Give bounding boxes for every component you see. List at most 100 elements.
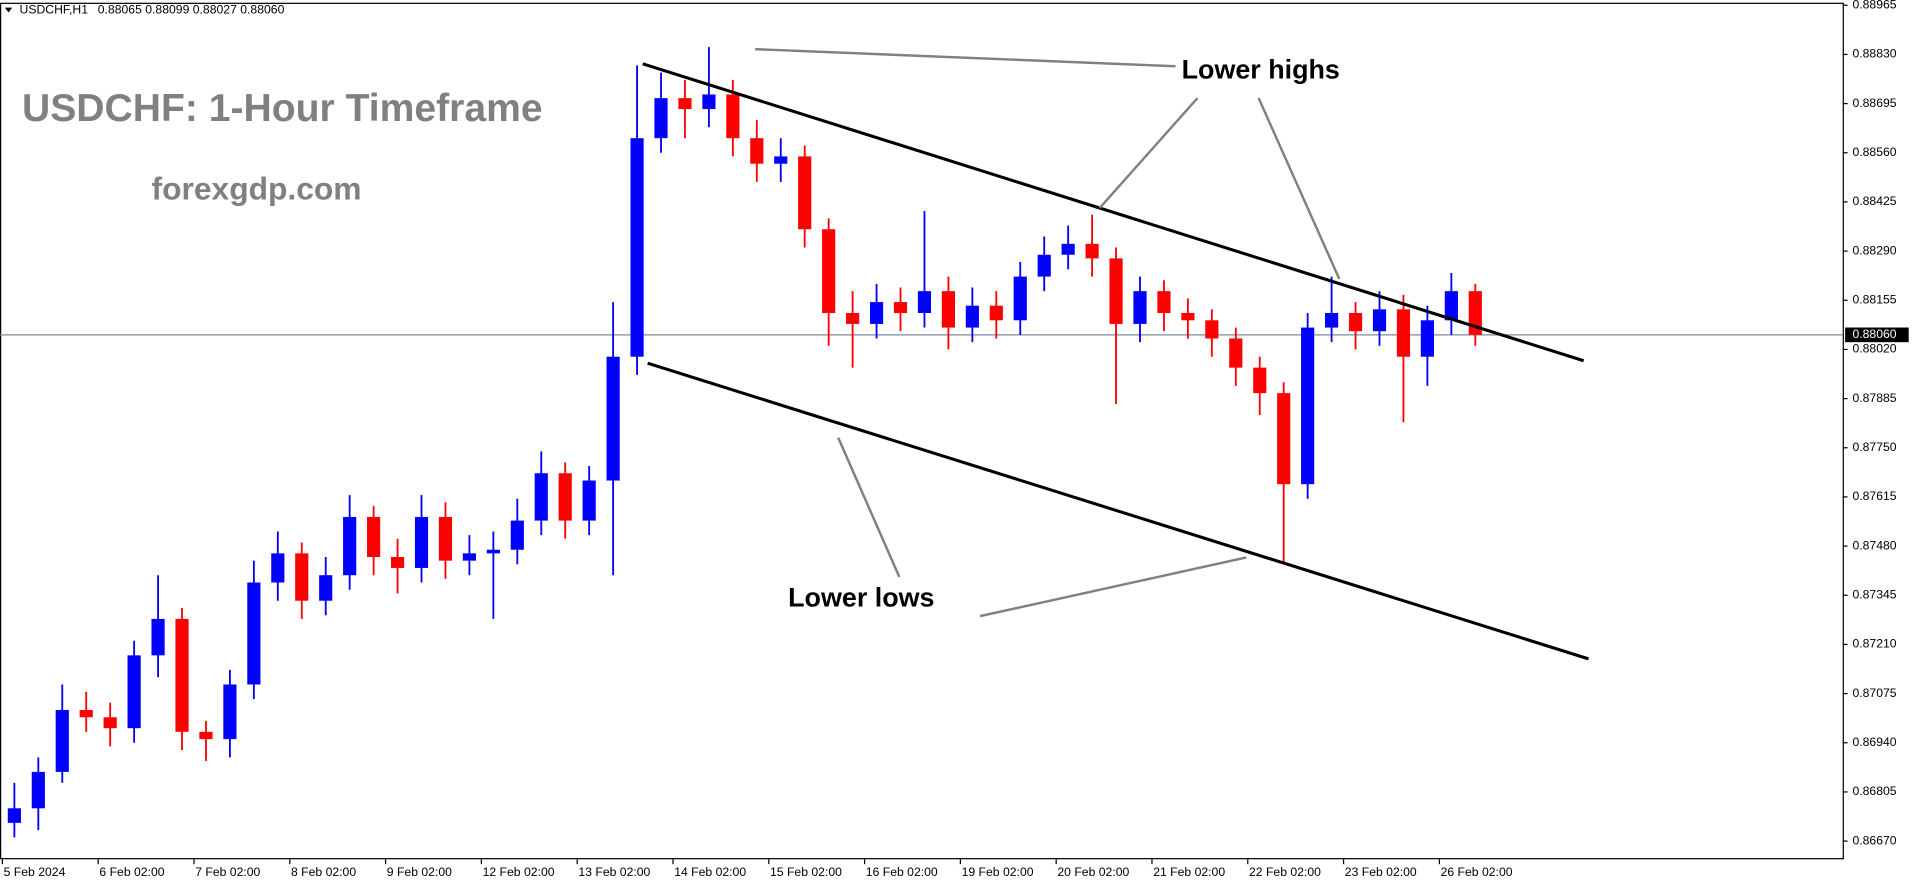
- candle-body: [534, 473, 548, 521]
- y-tick-label: 0.88965: [1852, 0, 1896, 11]
- pointer: [1257, 97, 1341, 280]
- candle-body: [917, 291, 932, 314]
- candle-body: [822, 229, 836, 314]
- x-tick-label: 21 Feb 02:00: [1153, 865, 1225, 879]
- pointer: [755, 47, 1176, 68]
- candle-body: [1157, 291, 1171, 314]
- y-tick-label: 0.87750: [1852, 440, 1896, 454]
- annotation: Lower lows: [788, 582, 934, 612]
- x-tick-label: 16 Feb 02:00: [866, 865, 938, 879]
- x-tick-label: 26 Feb 02:00: [1441, 865, 1513, 879]
- x-tick-label: 14 Feb 02:00: [674, 865, 746, 879]
- candle-body: [127, 655, 141, 729]
- candle-body: [1181, 313, 1195, 321]
- y-tick-label: 0.88020: [1852, 342, 1896, 356]
- subtitle: forexgdp.com: [152, 170, 362, 206]
- candle-body: [367, 516, 381, 558]
- candle-body: [1301, 327, 1315, 485]
- y-tick-label: 0.87210: [1852, 637, 1896, 651]
- candle-body: [702, 94, 716, 110]
- candle-body: [438, 516, 453, 561]
- y-tick-label: 0.88290: [1852, 243, 1896, 257]
- candle-body: [462, 553, 476, 561]
- candle-body: [1061, 243, 1075, 255]
- candle-body: [510, 520, 524, 550]
- candle-body: [271, 553, 285, 583]
- y-tick-label: 0.86670: [1852, 833, 1896, 847]
- candle-body: [414, 516, 429, 568]
- pointer: [1098, 97, 1199, 209]
- candle-body: [558, 473, 572, 521]
- candle-body: [1348, 313, 1363, 332]
- candle-body: [319, 575, 333, 601]
- x-tick-label: 6 Feb 02:00: [99, 865, 164, 879]
- candle-body: [1205, 320, 1219, 339]
- plot-area: [0, 2, 1844, 860]
- symbol: USDCHF,H1: [20, 3, 89, 17]
- candle-body: [1396, 309, 1411, 357]
- candle-body: [1109, 258, 1123, 324]
- y-tick-label: 0.86805: [1852, 784, 1896, 798]
- candle-body: [295, 553, 309, 601]
- candle-body: [1229, 338, 1243, 368]
- candle-body: [750, 138, 764, 164]
- candle-body: [247, 582, 261, 685]
- upper-trendline: [642, 62, 1585, 363]
- annotation: Lower highs: [1182, 54, 1340, 84]
- candle-body: [941, 291, 955, 328]
- candle-body: [151, 618, 165, 656]
- candle-body: [582, 480, 596, 521]
- y-tick-label: 0.88425: [1852, 194, 1896, 208]
- candle-body: [989, 305, 1003, 321]
- x-tick-label: 5 Feb 2024: [4, 865, 66, 879]
- candle-body: [1277, 393, 1291, 485]
- x-tick-label: 23 Feb 02:00: [1345, 865, 1417, 879]
- candle-body: [798, 156, 812, 230]
- candle-body: [1037, 254, 1051, 277]
- lower-trendline: [647, 361, 1589, 661]
- current-price-label: 0.88060: [1852, 327, 1896, 341]
- y-tick-label: 0.87615: [1852, 489, 1896, 503]
- pointer: [837, 437, 901, 578]
- candle-body: [31, 771, 45, 809]
- candle-body: [199, 731, 213, 740]
- candle-body: [79, 709, 93, 718]
- candle-body: [630, 138, 644, 357]
- x-tick-label: 12 Feb 02:00: [483, 865, 555, 879]
- y-tick-label: 0.88830: [1852, 47, 1896, 61]
- y-tick-label: 0.87480: [1852, 538, 1896, 552]
- candles: [7, 47, 1482, 838]
- y-tick-label: 0.87345: [1852, 587, 1896, 601]
- candle-body: [103, 717, 117, 729]
- ohlc-info: 0.88065 0.88099 0.88027 0.88060: [98, 3, 285, 17]
- candle-body: [175, 618, 189, 732]
- candle-body: [343, 516, 357, 576]
- candle-body: [1372, 309, 1387, 332]
- candle-body: [678, 98, 692, 110]
- x-tick-label: 20 Feb 02:00: [1057, 865, 1129, 879]
- candle-body: [654, 98, 668, 139]
- y-tick-label: 0.86940: [1852, 735, 1896, 749]
- candle-body: [390, 557, 405, 568]
- current-price-box: [1845, 327, 1909, 343]
- candle-body: [1253, 367, 1267, 394]
- candle-body: [7, 808, 21, 823]
- x-tick-label: 8 Feb 02:00: [291, 865, 356, 879]
- candle-body: [1013, 276, 1027, 321]
- x-tick-label: 19 Feb 02:00: [962, 865, 1034, 879]
- candle-body: [1133, 291, 1147, 324]
- x-tick-label: 13 Feb 02:00: [578, 865, 650, 879]
- candle-body: [965, 305, 979, 328]
- pointers: [755, 47, 1341, 618]
- menu-arrow: [4, 7, 13, 13]
- chart-title: USDCHF: 1-Hour Timeframe: [22, 87, 543, 130]
- candle-body: [606, 356, 620, 481]
- candle-body: [223, 684, 237, 740]
- candle-body: [1325, 313, 1339, 328]
- y-tick-label: 0.87885: [1852, 391, 1896, 405]
- x-tick-label: 9 Feb 02:00: [387, 865, 452, 879]
- candle-body: [1444, 291, 1458, 321]
